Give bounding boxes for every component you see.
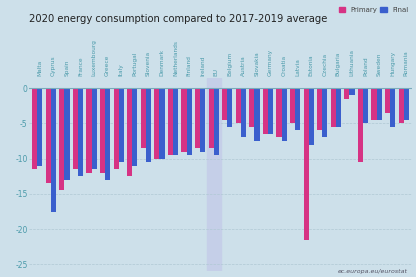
Bar bbox=[159, 88, 165, 159]
Bar bbox=[236, 88, 241, 123]
Bar bbox=[255, 88, 260, 141]
Bar bbox=[32, 88, 37, 169]
Bar bbox=[227, 88, 233, 127]
Bar bbox=[358, 88, 363, 162]
Bar bbox=[282, 88, 287, 141]
Bar bbox=[92, 88, 97, 169]
Bar bbox=[59, 88, 64, 190]
Bar bbox=[181, 88, 186, 152]
Bar bbox=[127, 88, 132, 176]
Bar bbox=[146, 88, 151, 162]
Bar bbox=[141, 88, 146, 148]
Bar bbox=[46, 88, 51, 183]
Bar bbox=[173, 88, 178, 155]
Bar bbox=[132, 88, 137, 166]
Bar bbox=[404, 88, 409, 120]
Bar bbox=[37, 88, 42, 166]
Bar bbox=[344, 88, 349, 99]
Bar bbox=[78, 88, 83, 176]
Bar bbox=[100, 88, 105, 173]
Text: 2020 energy consumption compared to 2017-2019 average: 2020 energy consumption compared to 2017… bbox=[29, 14, 327, 24]
Bar bbox=[263, 88, 268, 134]
Bar bbox=[200, 88, 205, 152]
Bar bbox=[376, 88, 382, 120]
Bar bbox=[154, 88, 159, 159]
Bar bbox=[214, 88, 219, 155]
Bar bbox=[385, 88, 390, 113]
Bar bbox=[114, 88, 119, 169]
Bar bbox=[222, 88, 227, 120]
Bar bbox=[208, 88, 214, 148]
Text: ec.europa.eu/eurostat: ec.europa.eu/eurostat bbox=[338, 269, 408, 274]
Bar bbox=[371, 88, 376, 120]
Bar bbox=[290, 88, 295, 123]
Bar bbox=[73, 88, 78, 169]
Bar bbox=[399, 88, 404, 123]
Bar bbox=[349, 88, 354, 95]
Bar bbox=[336, 88, 341, 127]
Bar bbox=[268, 88, 273, 134]
Bar bbox=[309, 88, 314, 145]
Bar bbox=[119, 88, 124, 162]
Bar bbox=[51, 88, 56, 212]
Bar bbox=[195, 88, 200, 148]
Bar bbox=[186, 88, 192, 155]
Bar bbox=[322, 88, 327, 137]
Bar bbox=[241, 88, 246, 137]
Bar bbox=[249, 88, 255, 127]
Bar bbox=[64, 88, 69, 180]
Bar bbox=[105, 88, 110, 180]
Bar bbox=[304, 88, 309, 240]
Bar bbox=[276, 88, 282, 137]
Bar bbox=[168, 88, 173, 155]
Bar bbox=[363, 88, 368, 123]
Bar bbox=[87, 88, 92, 173]
Bar bbox=[390, 88, 395, 127]
Bar bbox=[207, 78, 221, 271]
Bar bbox=[331, 88, 336, 127]
Legend: Primary, Final: Primary, Final bbox=[339, 7, 409, 13]
Bar bbox=[317, 88, 322, 130]
Bar bbox=[295, 88, 300, 130]
